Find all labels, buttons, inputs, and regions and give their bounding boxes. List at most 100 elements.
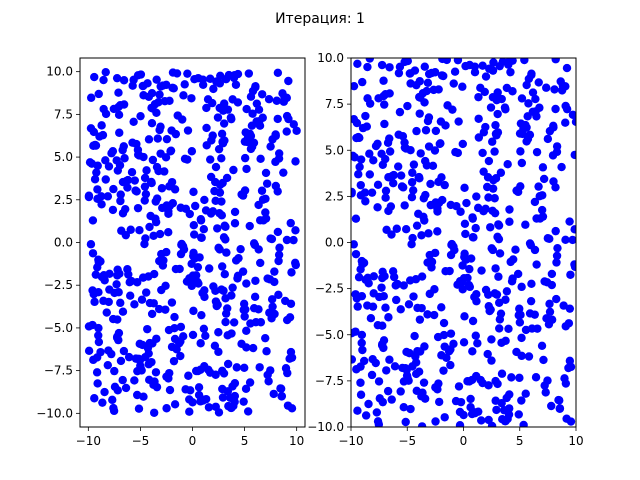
scatter-point — [162, 134, 172, 144]
scatter-point — [418, 88, 428, 98]
scatter-point — [354, 170, 363, 179]
scatter-point — [101, 67, 110, 77]
scatter-point — [186, 275, 196, 284]
scatter-point — [167, 298, 177, 307]
scatter-point — [291, 226, 300, 235]
scatter-point — [287, 268, 296, 277]
scatter-point — [439, 366, 448, 375]
scatter-point — [561, 379, 571, 388]
scatter-point — [461, 61, 470, 71]
scatter-point — [171, 129, 181, 139]
scatter-point — [138, 81, 147, 91]
scatter-point — [502, 287, 512, 296]
scatter-point — [248, 109, 257, 118]
scatter-point — [266, 234, 275, 243]
scatter-point — [377, 149, 386, 159]
scatter-point — [446, 345, 455, 354]
scatter-point — [388, 267, 398, 276]
scatter-point — [355, 162, 364, 172]
scatter-point — [151, 368, 161, 377]
scatter-point — [504, 324, 513, 333]
scatter-point — [450, 67, 460, 76]
scatter-point — [237, 339, 246, 349]
scatter-point — [524, 99, 533, 108]
scatter-point — [99, 104, 108, 114]
scatter-point — [467, 409, 477, 419]
scatter-point — [239, 397, 248, 406]
scatter-point — [351, 355, 357, 364]
scatter-point — [222, 248, 231, 257]
scatter-point — [377, 60, 387, 70]
scatter-point — [217, 129, 227, 139]
scatter-point — [552, 142, 562, 151]
scatter-point — [351, 187, 356, 197]
scatter-point — [406, 404, 415, 414]
scatter-point — [561, 322, 570, 331]
scatter-point — [180, 154, 190, 164]
scatter-point — [487, 356, 496, 365]
scatter-point — [94, 323, 103, 333]
scatter-point — [492, 405, 501, 415]
scatter-point — [363, 94, 372, 103]
scatter-point — [488, 66, 498, 75]
scatter-point — [395, 107, 405, 117]
scatter-point — [198, 80, 208, 90]
scatter-point — [381, 186, 391, 195]
scatter-point — [466, 254, 476, 263]
scatter-point — [89, 141, 98, 150]
figure-title: Итерация: 1 — [275, 11, 365, 27]
scatter-point — [516, 182, 525, 191]
scatter-point — [151, 197, 160, 206]
scatter-point — [415, 174, 424, 183]
scatter-point — [187, 281, 196, 291]
scatter-point — [356, 378, 365, 387]
scatter-point — [550, 85, 559, 94]
scatter-point — [434, 85, 443, 94]
scatter-point — [352, 133, 361, 143]
scatter-point — [570, 260, 576, 269]
scatter-point — [568, 110, 576, 120]
scatter-point — [430, 146, 440, 155]
scatter-point — [149, 299, 158, 308]
scatter-point — [116, 190, 125, 199]
scatter-point — [419, 194, 428, 203]
scatter-point — [283, 368, 292, 378]
y-tick-label: −2.5 — [315, 282, 344, 296]
scatter-point — [481, 72, 491, 81]
scatter-point — [103, 192, 113, 201]
scatter-point — [267, 295, 277, 304]
scatter-point — [170, 312, 179, 322]
scatter-point — [363, 273, 372, 282]
scatter-point — [233, 69, 243, 79]
scatter-point — [257, 186, 267, 195]
scatter-point — [291, 258, 300, 268]
scatter-point — [233, 274, 242, 283]
scatter-point — [359, 356, 369, 366]
scatter-point — [196, 365, 205, 374]
scatter-point — [531, 94, 540, 104]
scatter-point — [430, 285, 439, 294]
scatter-point — [484, 302, 493, 311]
scatter-point — [373, 203, 382, 212]
scatter-point — [269, 389, 278, 399]
scatter-point — [399, 402, 408, 412]
scatter-point — [494, 272, 503, 281]
scatter-point — [250, 292, 260, 302]
scatter-point — [108, 146, 118, 156]
scatter-point — [405, 69, 415, 78]
scatter-point — [202, 141, 211, 150]
scatter-point — [457, 278, 467, 287]
scatter-point — [187, 147, 197, 156]
scatter-point — [113, 265, 122, 274]
scatter-point — [487, 244, 496, 253]
scatter-point — [402, 347, 411, 357]
scatter-point — [256, 318, 266, 327]
scatter-point — [497, 94, 506, 104]
scatter-point — [400, 201, 409, 210]
scatter-point — [199, 324, 209, 333]
scatter-point — [278, 89, 287, 98]
scatter-point — [401, 225, 411, 234]
scatter-point — [158, 261, 168, 270]
scatter-point — [213, 113, 223, 122]
scatter-point — [94, 331, 103, 340]
